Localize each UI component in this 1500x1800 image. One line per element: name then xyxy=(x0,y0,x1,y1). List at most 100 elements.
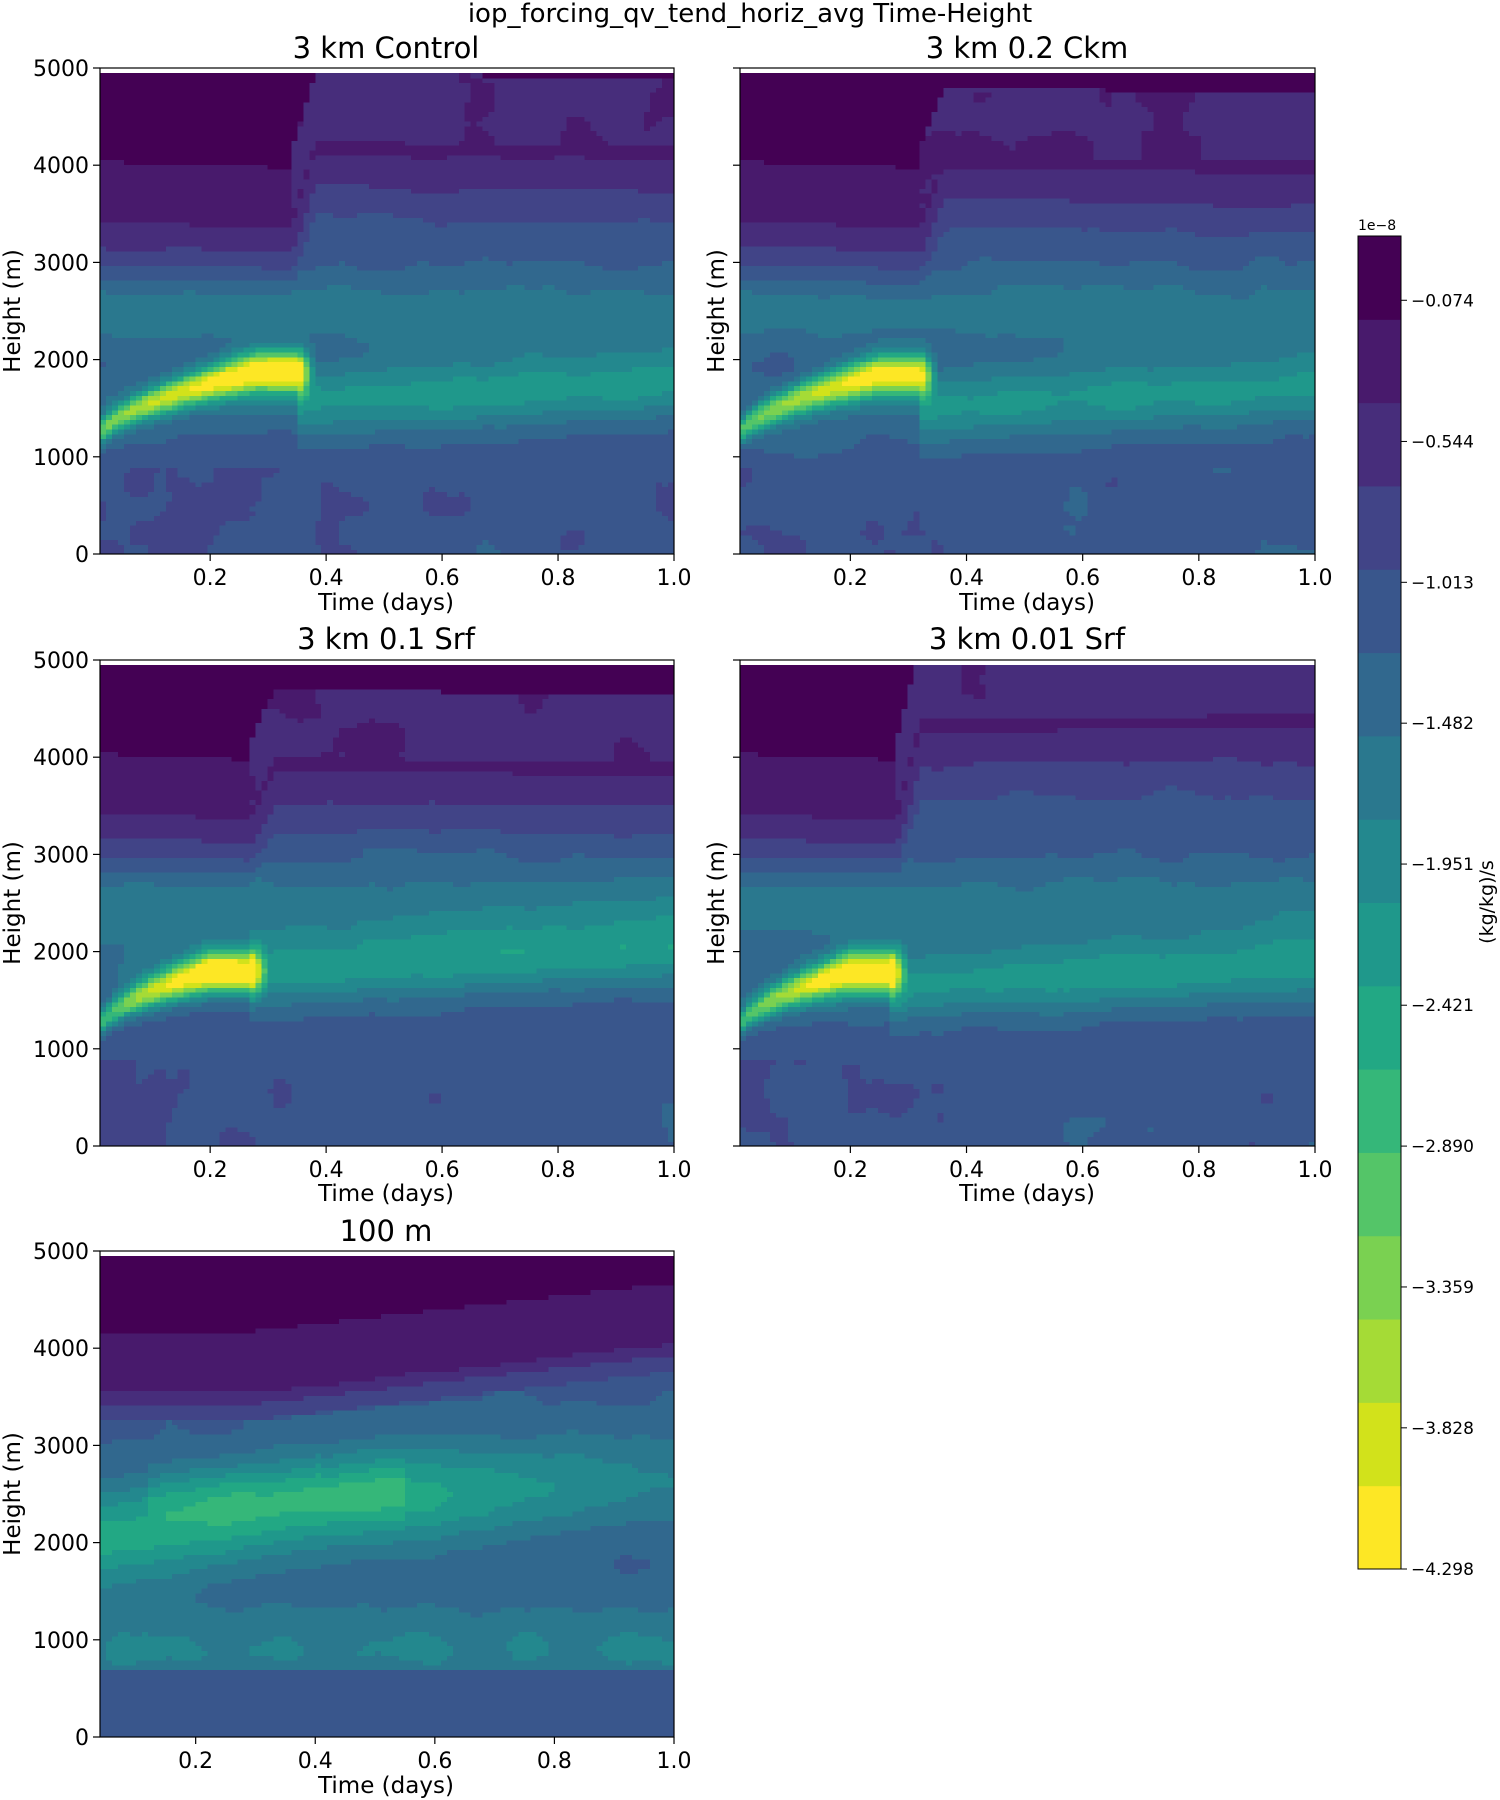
heatmap-cell xyxy=(178,135,185,140)
heatmap-cell xyxy=(196,516,203,521)
heatmap-cell xyxy=(202,405,209,410)
heatmap-cell xyxy=(118,390,125,395)
heatmap-cell xyxy=(178,448,185,453)
heatmap-cell xyxy=(190,540,197,545)
heatmap-cell xyxy=(166,482,173,487)
heatmap-cell xyxy=(232,179,239,184)
heatmap-cell xyxy=(196,289,203,294)
heatmap-cell xyxy=(261,150,268,155)
heatmap-cell xyxy=(100,155,107,160)
heatmap-cell xyxy=(178,107,185,112)
heatmap-cell xyxy=(255,227,262,232)
heatmap-cell xyxy=(220,390,227,395)
heatmap-cell xyxy=(136,116,143,121)
heatmap-cell xyxy=(106,477,113,482)
heatmap-cell xyxy=(178,333,185,338)
heatmap-cell xyxy=(249,347,256,352)
heatmap-cell xyxy=(255,491,262,496)
heatmap-cell xyxy=(267,208,274,213)
heatmap-cell xyxy=(202,535,209,540)
heatmap-cell xyxy=(106,328,113,333)
heatmap-cell xyxy=(190,188,197,193)
heatmap-cell xyxy=(208,323,215,328)
heatmap-cell xyxy=(124,232,131,237)
heatmap-cell xyxy=(220,525,227,530)
heatmap-cell xyxy=(238,227,245,232)
heatmap-cell xyxy=(261,246,268,251)
heatmap-cell xyxy=(208,256,215,261)
heatmap-cell xyxy=(196,222,203,227)
heatmap-cell xyxy=(130,184,137,189)
heatmap-cell xyxy=(220,506,227,511)
heatmap-cell xyxy=(124,155,131,160)
heatmap-cell xyxy=(124,280,131,285)
heatmap-cell xyxy=(273,414,280,419)
heatmap-cell xyxy=(249,102,256,107)
heatmap-cell xyxy=(190,227,197,232)
heatmap-cell xyxy=(244,102,251,107)
heatmap-cell xyxy=(124,126,131,131)
heatmap-cell xyxy=(154,352,161,357)
heatmap-cell xyxy=(130,328,137,333)
heatmap-cell xyxy=(136,520,143,525)
heatmap-cell xyxy=(244,520,251,525)
heatmap-cell xyxy=(112,313,119,318)
heatmap-cell xyxy=(106,544,113,549)
heatmap-cell xyxy=(130,386,137,391)
heatmap-cell xyxy=(142,347,149,352)
heatmap-cell xyxy=(142,434,149,439)
heatmap-cell xyxy=(178,131,185,136)
heatmap-cell xyxy=(202,140,209,145)
heatmap-cell xyxy=(238,429,245,434)
heatmap-cell xyxy=(112,164,119,169)
heatmap-cell xyxy=(184,405,191,410)
heatmap-cell xyxy=(202,285,209,290)
heatmap-cell xyxy=(202,87,209,92)
heatmap-cell xyxy=(232,116,239,121)
heatmap-cell xyxy=(255,434,262,439)
heatmap-cell xyxy=(166,116,173,121)
heatmap-cell xyxy=(154,477,161,482)
heatmap-cell xyxy=(255,179,262,184)
heatmap-cell xyxy=(160,251,167,256)
heatmap-cell xyxy=(255,193,262,198)
heatmap-cell xyxy=(244,179,251,184)
heatmap-cell xyxy=(124,458,131,463)
heatmap-cell xyxy=(261,309,268,314)
heatmap-cell xyxy=(214,511,221,516)
heatmap-cell xyxy=(267,179,274,184)
heatmap-cell xyxy=(118,222,125,227)
heatmap-cell xyxy=(226,135,233,140)
heatmap-cell xyxy=(106,395,113,400)
heatmap-cell xyxy=(184,309,191,314)
heatmap-cell xyxy=(249,116,256,121)
heatmap-cell xyxy=(226,516,233,521)
heatmap-cell xyxy=(178,251,185,256)
heatmap-cell xyxy=(160,208,167,213)
heatmap-cell xyxy=(220,516,227,521)
heatmap-cell xyxy=(142,472,149,477)
heatmap-cell xyxy=(124,496,131,501)
heatmap-cell xyxy=(273,482,280,487)
heatmap-cell xyxy=(130,439,137,444)
heatmap-cell xyxy=(184,169,191,174)
heatmap-cell xyxy=(196,366,203,371)
heatmap-cell xyxy=(172,299,179,304)
heatmap-cell xyxy=(100,150,107,155)
heatmap-cell xyxy=(202,92,209,97)
heatmap-cell xyxy=(214,410,221,415)
heatmap-cell xyxy=(244,352,251,357)
heatmap-cell xyxy=(172,400,179,405)
heatmap-cell xyxy=(160,366,167,371)
heatmap-cell xyxy=(232,111,239,116)
heatmap-cell xyxy=(178,313,185,318)
heatmap-cell xyxy=(238,424,245,429)
heatmap-cell xyxy=(100,159,107,164)
heatmap-cell xyxy=(124,381,131,386)
heatmap-cell xyxy=(273,511,280,516)
heatmap-cell xyxy=(190,424,197,429)
heatmap-cell xyxy=(214,116,221,121)
heatmap-cell xyxy=(118,159,125,164)
heatmap-cell xyxy=(273,419,280,424)
heatmap-cell xyxy=(118,285,125,290)
